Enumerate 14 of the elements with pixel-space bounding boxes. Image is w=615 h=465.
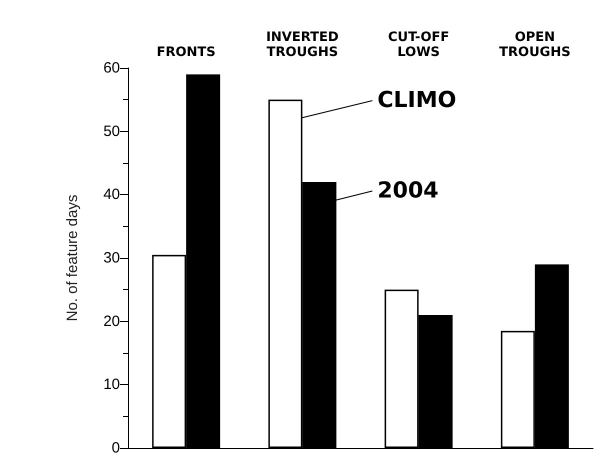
y-tick-label: 30 [103,250,120,266]
x-tick-label: OPEN TROUGHS [499,30,571,60]
x-tick-label: FRONTS [156,45,216,60]
y-tick-label: 60 [103,60,120,76]
x-tick-label: INVERTED TROUGHS [266,30,339,60]
y-axis-title: No. of feature days [64,194,81,322]
y-tick-label: 20 [103,312,120,330]
y-tick-label: 50 [103,122,120,140]
x-tick-label: CUT-OFF LOWS [388,30,450,60]
y-tick-label: 0 [112,440,120,456]
y-tick-label: 40 [103,186,120,204]
legend-label: CLIMO [377,88,456,114]
legend-label: 2004 [377,178,439,204]
y-tick-label: 10 [103,376,120,394]
